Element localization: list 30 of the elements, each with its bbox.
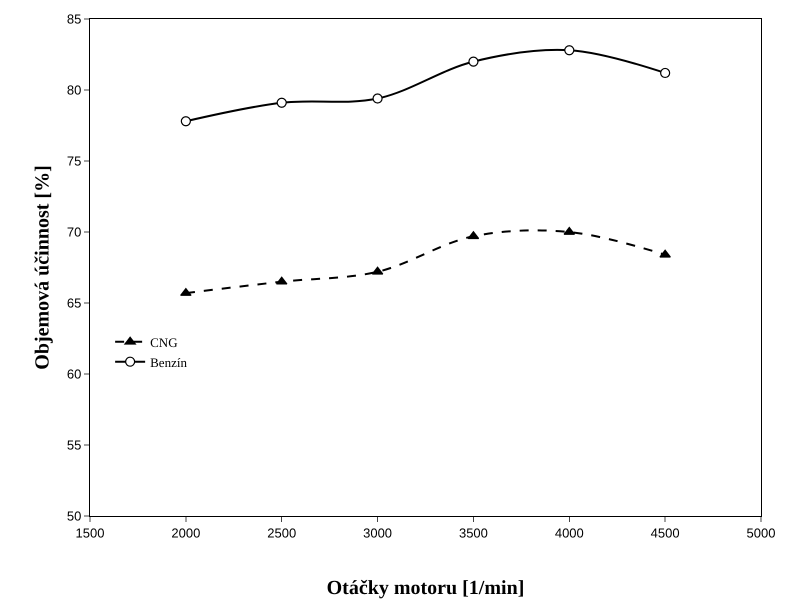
x-tick-label: 3500: [458, 526, 488, 541]
x-tick-label: 4500: [650, 526, 680, 541]
y-tick-label: 60: [66, 366, 82, 382]
legend-label: Benzín: [150, 354, 188, 370]
y-tick-label: 50: [66, 508, 82, 524]
point: [659, 250, 671, 258]
y-axis-title: Objemová účinnost [%]: [31, 165, 54, 370]
point: [660, 68, 670, 78]
point: [372, 266, 384, 275]
point: [468, 56, 479, 67]
point: [180, 116, 191, 126]
y-tick-label: 85: [66, 12, 82, 27]
x-tick-label: 4000: [554, 526, 584, 541]
x-tick-label: 2000: [171, 526, 200, 541]
point: [468, 231, 480, 240]
x-tick-label: 5000: [746, 526, 776, 541]
x-axis-title: Otáčky motoru [1/min]: [326, 577, 524, 600]
y-tick-label: 75: [66, 154, 82, 169]
point: [276, 98, 287, 108]
y-tick-label: 55: [66, 438, 82, 453]
point: [564, 45, 574, 56]
legend-label: CNG: [150, 334, 178, 350]
x-tick-label: 1500: [76, 526, 104, 541]
y-tick-label: 65: [66, 296, 82, 311]
x-tick-label: 3000: [363, 526, 392, 541]
point: [372, 93, 383, 104]
x-tick-label: 2500: [267, 526, 296, 541]
y-tick-label: 70: [66, 224, 82, 240]
point: [180, 288, 192, 296]
y-tick-label: 80: [66, 82, 82, 98]
